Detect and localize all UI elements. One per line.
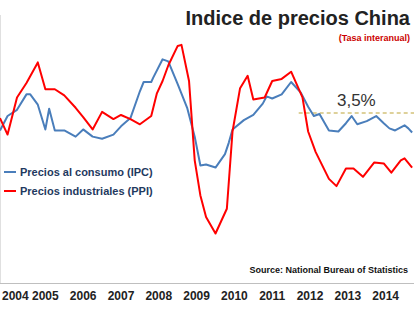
x-axis-line [0,283,414,284]
x-tick-label: 2008 [145,289,172,303]
x-tick-label: 2009 [183,289,210,303]
source: Source: National Bureau of Statistics [249,265,408,275]
x-tick-label: 2012 [297,289,324,303]
legend-label: Precios industriales (PPI) [20,185,153,197]
x-tick-label: 2013 [334,289,361,303]
x-tick-label: 2010 [221,289,248,303]
chart: 20042005 2006 2007 2008 2009 2010 2011 2012 2013… [0,0,414,311]
annotation-line-group [299,112,414,113]
x-tick-label: 2014 [372,289,399,303]
x-tick-label: 2006 [70,289,97,303]
x-tick-label: 2007 [108,289,135,303]
x-tick-label: 2005 [32,289,59,303]
series-group [0,45,412,234]
legend-swatch [4,171,16,173]
title: Indice de precios China [185,7,410,29]
series-line [0,59,412,167]
x-tick-label: 2004 [2,289,29,303]
x-tick-label: 2011 [259,289,285,303]
legend-label: Precios al consumo (IPC) [20,166,153,178]
subtitle: (Tasa interanual) [339,33,410,43]
annotation-text: 3,5% [337,91,376,110]
legend-swatch [4,190,16,192]
annotation-line [299,112,414,114]
y-axis-line [0,15,1,283]
series-line [0,45,412,234]
